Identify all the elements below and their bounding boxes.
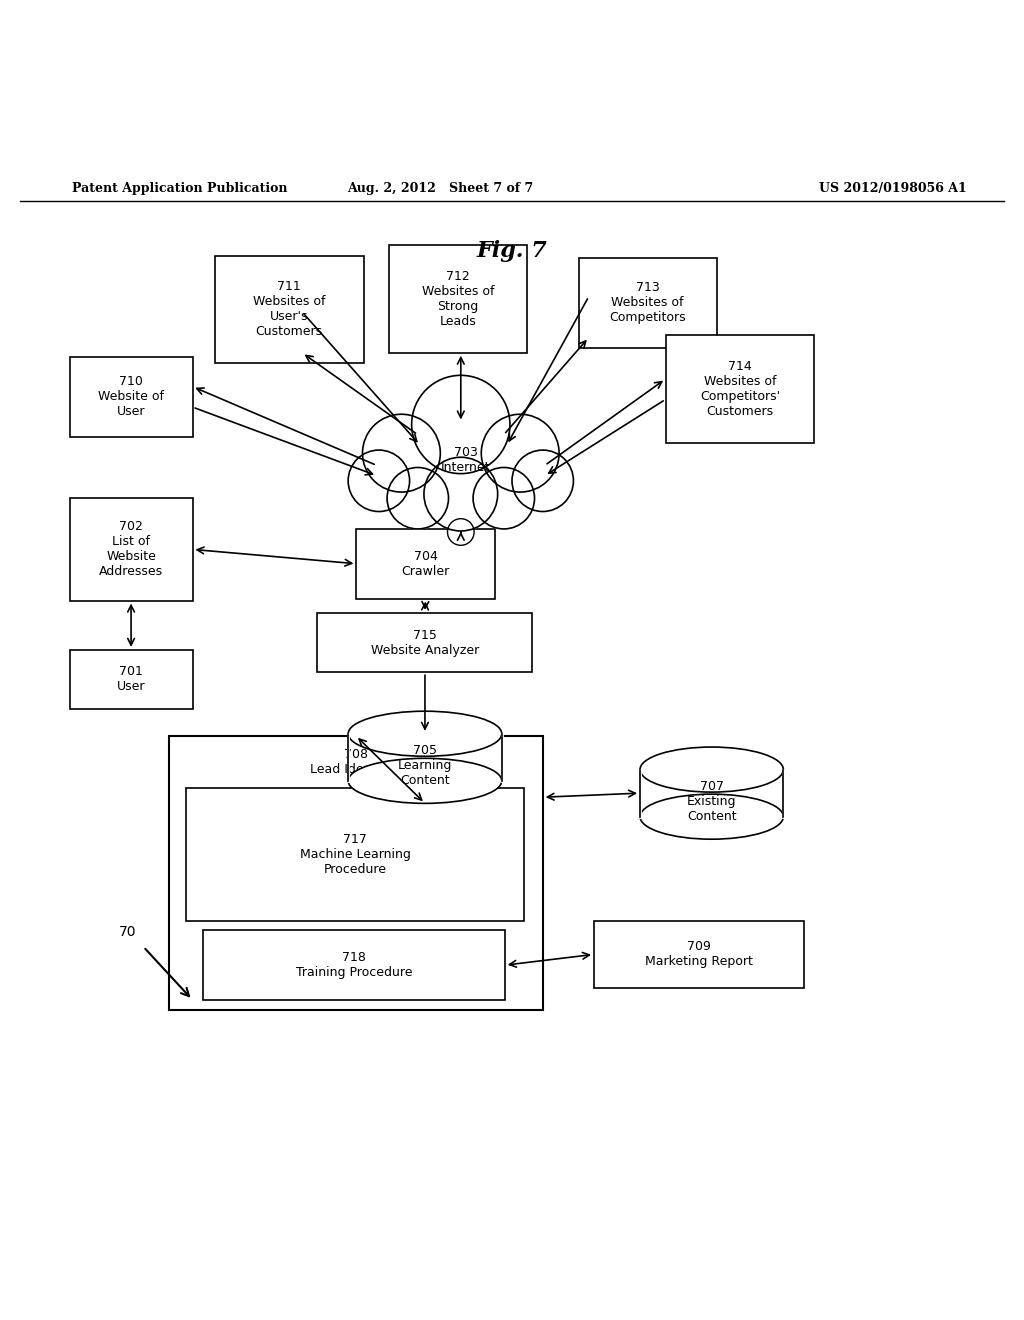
Bar [640,770,783,817]
FancyBboxPatch shape [70,649,193,709]
Text: 709
Marketing Report: 709 Marketing Report [645,940,753,969]
Circle shape [512,450,573,512]
Text: 711
Websites of
User's
Customers: 711 Websites of User's Customers [253,280,326,338]
Circle shape [362,414,440,492]
Circle shape [412,375,510,474]
Text: 718
Training Procedure: 718 Training Procedure [296,952,412,979]
FancyBboxPatch shape [70,356,193,437]
Text: 710
Website of
User: 710 Website of User [98,375,164,418]
Bar [348,734,502,781]
FancyBboxPatch shape [594,921,804,987]
FancyBboxPatch shape [317,612,532,672]
Ellipse shape [640,795,783,840]
Text: 715
Website Analyzer: 715 Website Analyzer [371,628,479,656]
FancyBboxPatch shape [356,529,495,598]
Text: 717
Machine Learning
Procedure: 717 Machine Learning Procedure [300,833,411,876]
Text: 707
Existing
Content: 707 Existing Content [687,780,736,822]
Circle shape [424,457,498,531]
Text: 70: 70 [119,924,137,939]
Circle shape [481,414,559,492]
Text: 704
Crawler: 704 Crawler [401,549,450,578]
Text: 705
Learning
Content: 705 Learning Content [397,744,453,787]
Text: 713
Websites of
Competitors: 713 Websites of Competitors [609,281,686,325]
Text: 702
List of
Website
Addresses: 702 List of Website Addresses [99,520,163,578]
Circle shape [473,467,535,529]
FancyBboxPatch shape [579,257,717,347]
Ellipse shape [348,758,502,804]
Text: US 2012/0198056 A1: US 2012/0198056 A1 [819,182,967,195]
Ellipse shape [348,711,502,756]
Ellipse shape [640,747,783,792]
Text: Patent Application Publication: Patent Application Publication [72,182,287,195]
Text: 703
Internet: 703 Internet [441,446,490,474]
Circle shape [387,467,449,529]
FancyBboxPatch shape [169,735,543,1010]
Text: Fig. 7: Fig. 7 [476,240,548,263]
Circle shape [348,450,410,512]
FancyBboxPatch shape [70,498,193,601]
FancyBboxPatch shape [203,931,505,1001]
Text: 701
User: 701 User [117,665,145,693]
FancyBboxPatch shape [666,335,814,444]
FancyBboxPatch shape [389,246,527,352]
Text: 712
Websites of
Strong
Leads: 712 Websites of Strong Leads [422,271,495,329]
FancyBboxPatch shape [186,788,524,921]
FancyBboxPatch shape [215,256,364,363]
Text: Aug. 2, 2012   Sheet 7 of 7: Aug. 2, 2012 Sheet 7 of 7 [347,182,534,195]
Text: 714
Websites of
Competitors'
Customers: 714 Websites of Competitors' Customers [699,360,780,418]
Text: 708
Lead Identifier: 708 Lead Identifier [310,748,401,776]
